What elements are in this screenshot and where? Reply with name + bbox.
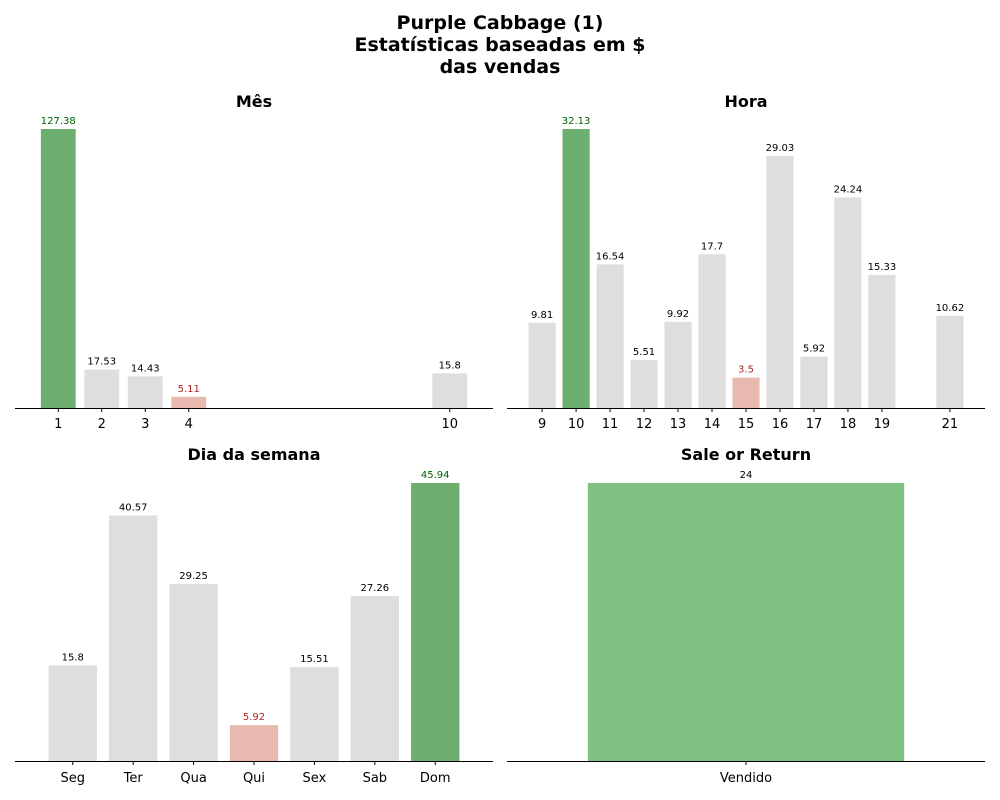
tick-label: 14	[704, 417, 721, 432]
tick-label: 11	[602, 417, 619, 432]
tick-label: 2	[98, 417, 106, 432]
tick-label: 9	[538, 417, 546, 432]
bar	[630, 360, 658, 408]
tick-label: Sex	[303, 771, 327, 786]
data-label: 32.13	[562, 116, 591, 127]
figure-title: Purple Cabbage (1) Estatísticas baseadas…	[0, 12, 1000, 78]
tick-label: Ter	[123, 771, 144, 786]
bar	[109, 515, 158, 761]
data-label: 5.92	[243, 712, 265, 723]
bar	[127, 376, 163, 408]
data-label: 16.54	[596, 251, 625, 262]
data-label: 10.62	[936, 303, 965, 314]
figure-title-line-1: Purple Cabbage (1)	[396, 12, 604, 34]
bar	[229, 725, 279, 761]
tick-label: Sab	[363, 771, 387, 786]
bar	[84, 369, 120, 408]
tick-label: Qua	[180, 771, 206, 786]
data-label: 24	[740, 470, 753, 481]
bar	[411, 483, 460, 761]
panel-title: Hora	[724, 92, 767, 111]
data-label: 29.03	[766, 143, 795, 154]
bar	[596, 264, 624, 408]
panel-title: Dia da semana	[188, 445, 321, 464]
data-label: 15.8	[439, 360, 461, 371]
bar	[868, 274, 896, 408]
panel-title: Mês	[236, 92, 272, 111]
tick-label: 10	[441, 417, 458, 432]
figure-title-line-2: Estatísticas baseadas em $	[354, 34, 646, 56]
data-label: 127.38	[41, 116, 76, 127]
bar	[664, 321, 692, 408]
bar	[834, 197, 862, 408]
bar	[562, 129, 590, 408]
bar	[40, 129, 76, 408]
bar	[48, 665, 97, 761]
tick-label: 15	[738, 417, 755, 432]
bar	[290, 667, 339, 761]
tick-label: 13	[670, 417, 687, 432]
data-label: 29.25	[179, 571, 208, 582]
bar	[587, 483, 905, 761]
bar	[350, 596, 399, 761]
tick-label: Seg	[61, 771, 86, 786]
data-label: 15.51	[300, 654, 329, 665]
tick-label: 16	[772, 417, 789, 432]
bar	[766, 155, 794, 408]
data-label: 5.11	[178, 384, 200, 395]
tick-label: Vendido	[720, 771, 772, 786]
bar	[171, 396, 207, 408]
tick-label: Qui	[243, 771, 265, 786]
tick-label: 19	[874, 417, 891, 432]
tick-label: Dom	[420, 771, 451, 786]
tick-label: 18	[840, 417, 857, 432]
data-label: 14.43	[131, 363, 160, 374]
data-label: 5.51	[633, 347, 655, 358]
bar	[169, 583, 218, 761]
data-label: 15.33	[868, 262, 897, 273]
data-label: 40.57	[119, 502, 148, 513]
bar	[528, 322, 556, 408]
data-label: 9.81	[531, 310, 553, 321]
tick-label: 21	[942, 417, 959, 432]
bar	[432, 373, 468, 408]
tick-label: 17	[806, 417, 823, 432]
data-label: 27.26	[361, 583, 390, 594]
panel-title: Sale or Return	[681, 445, 811, 464]
data-label: 24.24	[834, 185, 863, 196]
data-label: 3.5	[738, 365, 754, 376]
data-label: 45.94	[421, 470, 450, 481]
tick-label: 12	[636, 417, 653, 432]
bar	[698, 254, 726, 408]
data-label: 17.53	[87, 357, 116, 368]
data-label: 17.7	[701, 241, 723, 252]
data-label: 15.8	[62, 652, 84, 663]
figure-title-line-3: das vendas	[439, 56, 561, 78]
bar	[936, 315, 964, 408]
bar	[800, 356, 828, 408]
data-label: 5.92	[803, 344, 825, 355]
data-label: 9.92	[667, 309, 689, 320]
bar	[732, 377, 760, 408]
tick-label: 1	[54, 417, 62, 432]
tick-label: 10	[568, 417, 585, 432]
tick-label: 3	[141, 417, 149, 432]
tick-label: 4	[185, 417, 193, 432]
